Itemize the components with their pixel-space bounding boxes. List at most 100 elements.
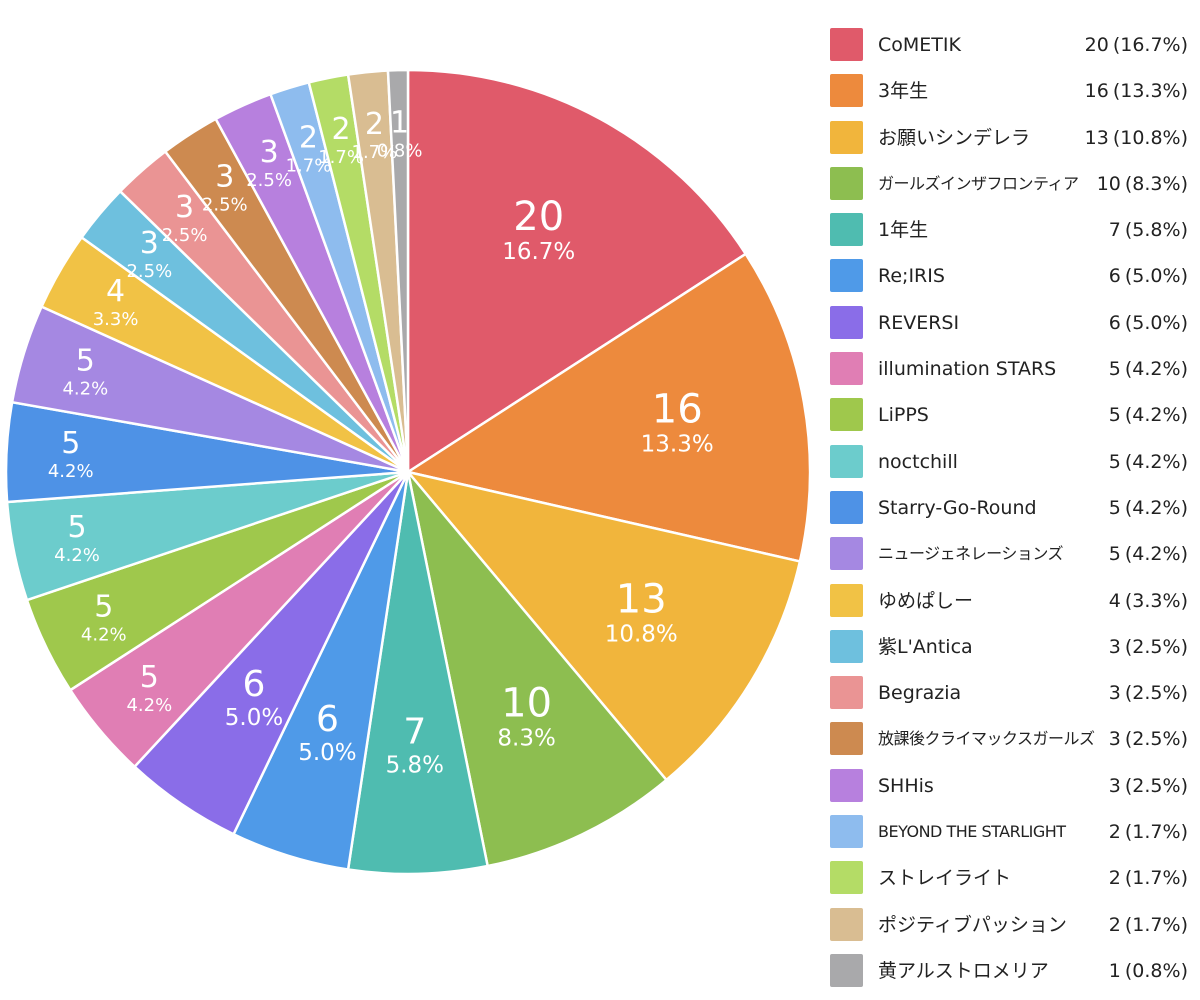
legend-value: 3 (2.5%): [1109, 773, 1188, 799]
legend-swatch: [830, 352, 863, 386]
legend-swatch: [830, 629, 863, 663]
slice-value-label: 13: [616, 577, 667, 623]
legend-swatch: [830, 28, 863, 61]
legend-swatch: [830, 815, 863, 849]
legend-count: 5: [1108, 358, 1121, 381]
legend-value: 6 (5.0%): [1109, 263, 1188, 289]
pie-slice: [406, 68, 748, 475]
slice-percent-label: 1.7%: [352, 142, 398, 163]
legend-percent: (5.8%): [1124, 219, 1188, 242]
legend-count: 5: [1108, 496, 1121, 519]
legend-value: 5 (4.2%): [1109, 449, 1188, 475]
legend-count: 16: [1084, 80, 1109, 103]
legend-label: 紫L'Antica: [878, 635, 973, 658]
legend-count: 4: [1108, 589, 1121, 612]
legend-percent: (2.5%): [1124, 635, 1188, 658]
legend-swatch: [830, 305, 863, 339]
legend-percent: (0.8%): [1124, 959, 1188, 982]
slice-percent-label: 2.5%: [126, 261, 172, 282]
legend-percent: (2.5%): [1124, 728, 1188, 751]
slice-value-label: 7: [403, 711, 426, 752]
legend-percent: (10.8%): [1112, 126, 1188, 149]
legend-label: Starry-Go-Round: [878, 496, 1037, 519]
slice-percent-label: 5.0%: [225, 705, 283, 731]
legend-label: BEYOND THE STARLIGHT: [878, 822, 1066, 842]
legend-value: 2 (1.7%): [1109, 819, 1188, 845]
slice-percent-label: 4.2%: [48, 461, 94, 482]
legend-count: 7: [1108, 219, 1121, 242]
legend-swatch: [830, 583, 863, 617]
legend-count: 3: [1108, 682, 1121, 705]
slice-percent-label: 3.3%: [93, 309, 139, 330]
legend-label: ポジティブパッション: [878, 913, 1067, 936]
legend-swatch: [830, 166, 863, 200]
legend-item: ストレイライト 2 (1.7%): [830, 861, 1194, 897]
slice-value-label: 3: [260, 135, 279, 170]
legend-swatch: [830, 676, 863, 710]
legend-percent: (4.2%): [1124, 496, 1188, 519]
legend-swatch: [830, 953, 863, 987]
legend-label: お願いシンデレラ: [878, 126, 1031, 149]
legend-item: REVERSI 6 (5.0%): [830, 305, 1194, 342]
legend-label: ガールズインザフロンティア: [878, 173, 1079, 193]
legend-swatch: [830, 213, 863, 247]
slice-percent-label: 5.8%: [386, 752, 444, 778]
pie-slice: [386, 68, 410, 473]
legend-count: 2: [1108, 913, 1121, 936]
legend-item: ポジティブパッション 2 (1.7%): [830, 907, 1194, 944]
legend-value: 5 (4.2%): [1109, 495, 1188, 521]
legend-swatch: [830, 907, 863, 941]
legend-swatch: [830, 398, 863, 432]
legend-value: 3 (2.5%): [1109, 634, 1188, 660]
legend-value: 3 (2.5%): [1109, 680, 1188, 706]
slice-percent-label: 4.2%: [126, 695, 172, 716]
legend-value: 5 (4.2%): [1109, 356, 1188, 382]
legend-item: noctchill 5 (4.2%): [830, 444, 1194, 481]
legend-label: Begrazia: [878, 682, 962, 705]
legend-item: SHHis 3 (2.5%): [830, 768, 1194, 805]
legend-item: お願いシンデレラ 13 (10.8%): [830, 120, 1194, 157]
legend-count: 1: [1108, 959, 1121, 982]
legend-count: 2: [1108, 867, 1121, 890]
legend-count: 6: [1108, 265, 1121, 288]
legend-item: Begrazia 3 (2.5%): [830, 676, 1194, 712]
legend-percent: (2.5%): [1124, 682, 1188, 705]
legend-value: 3 (2.5%): [1109, 726, 1188, 752]
legend-label: 黄アルストロメリア: [878, 959, 1049, 982]
legend-swatch: [830, 768, 863, 802]
legend-value: 7 (5.8%): [1109, 217, 1188, 243]
legend-percent: (8.3%): [1124, 172, 1188, 195]
slice-value-label: 16: [652, 387, 703, 433]
legend-value: 4 (3.3%): [1109, 588, 1188, 614]
slice-value-label: 10: [501, 680, 552, 726]
slice-value-label: 2: [365, 107, 384, 142]
legend-percent: (2.5%): [1124, 774, 1188, 797]
slice-value-label: 6: [243, 664, 266, 705]
slice-value-label: 2: [332, 112, 351, 147]
legend-label: CoMETIK: [878, 34, 961, 56]
legend-count: 3: [1108, 728, 1121, 751]
legend-swatch: [830, 490, 863, 524]
legend-swatch: [830, 537, 863, 571]
legend-label: noctchill: [878, 450, 958, 473]
pie-slice: [404, 252, 812, 563]
legend-swatch: [830, 120, 863, 154]
legend-item: illumination STARS 5 (4.2%): [830, 352, 1194, 388]
slice-percent-label: 0.8%: [377, 140, 423, 161]
legend-item: LiPPS 5 (4.2%): [830, 398, 1194, 434]
slice-value-label: 5: [76, 343, 95, 378]
slice-value-label: 4: [106, 274, 125, 309]
legend-item: 紫L'Antica 3 (2.5%): [830, 629, 1194, 666]
legend-label: LiPPS: [878, 404, 929, 427]
legend-item: 1年生 7 (5.8%): [830, 213, 1194, 249]
legend-value: 13 (10.8%): [1085, 125, 1188, 151]
legend-label: 1年生: [878, 219, 929, 242]
legend-item: CoMETIK 20 (16.7%): [830, 28, 1194, 64]
slice-percent-label: 8.3%: [497, 725, 555, 751]
legend-value: 10 (8.3%): [1097, 171, 1188, 197]
legend-percent: (1.7%): [1124, 867, 1188, 890]
slice-value-label: 5: [67, 510, 86, 545]
slice-value-label: 6: [316, 699, 339, 740]
legend-count: 10: [1096, 172, 1121, 195]
legend-percent: (1.7%): [1124, 913, 1188, 936]
